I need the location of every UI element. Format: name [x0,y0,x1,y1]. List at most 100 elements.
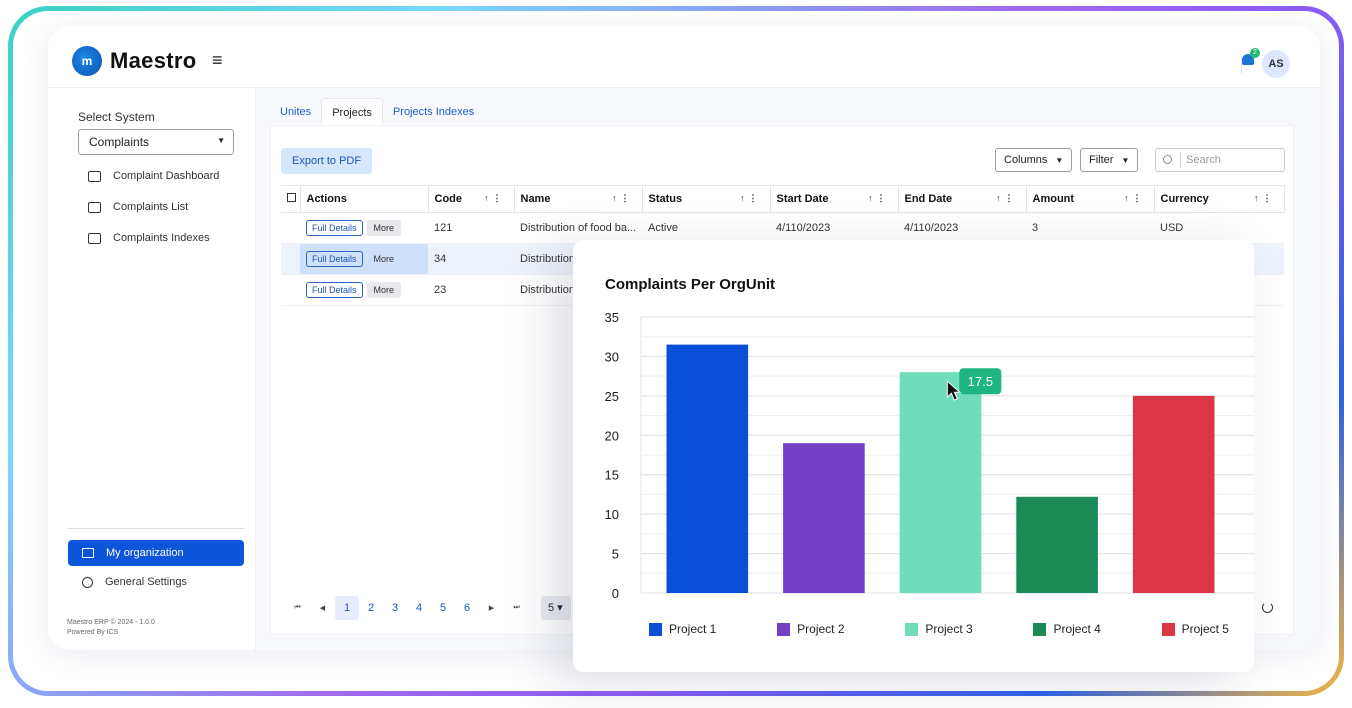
next-page-icon[interactable]: ▶ [488,605,495,612]
column-header-actions: Actions [300,185,429,213]
legend-label: Project 3 [925,622,973,636]
sidebar-item-general-settings[interactable]: General Settings [82,576,187,588]
sort-icon: ↑⋮ [612,193,634,203]
system-select[interactable]: Complaints ▼ [78,129,234,155]
full-details-button[interactable]: Full Details [306,220,363,236]
select-system-label: Select System [78,110,155,124]
select-all-header[interactable] [281,185,301,213]
legend-label: Project 5 [1181,622,1229,636]
prev-page-icon[interactable]: ◀ [319,605,326,612]
sidebar-divider [68,528,244,529]
sidebar-item-my-organization[interactable]: My organization [68,540,244,566]
search-icon [1163,155,1172,164]
page-6[interactable]: 6 [463,602,471,614]
bar-4 [1016,496,1098,593]
cell-currency: USD [1154,212,1284,244]
y-tick-label: 20 [605,428,619,443]
full-details-button[interactable]: Full Details [306,251,363,267]
bar-chart: 0 5 10 15 20 25 30 35 17.5 [605,310,1254,601]
tab-projects[interactable]: Projects [321,98,383,126]
footer-powered-by: Powered By ICS [67,629,119,636]
legend-item[interactable]: Project 1 [649,622,716,636]
sort-icon: ↑⋮ [1124,193,1146,203]
tab-bar: Unites Projects Projects Indexes [270,98,484,126]
tab-unites[interactable]: Unites [280,106,312,118]
legend-label: Project 2 [797,622,845,636]
first-page-icon[interactable]: ⏮ [294,604,301,611]
sidebar-item-complaint-dashboard[interactable]: Complaint Dashboard [88,170,219,182]
app-logo[interactable]: m Maestro [72,46,196,76]
last-page-icon[interactable]: ⏭ [513,604,520,611]
tooltip-text: 17.5 [968,374,993,389]
notification-bell-icon[interactable]: 2 [1242,48,1260,68]
table-header-row: Actions Code ↑⋮ Name ↑⋮ Status ↑⋮ Start Dat… [281,185,1285,213]
column-header-amount[interactable]: Amount ↑⋮ [1026,185,1155,213]
chart-title: Complaints Per OrgUnit [605,276,776,293]
cell-code: 121 [428,212,514,244]
chevron-down-icon: ▼ [217,136,225,145]
legend-label: Project 4 [1053,622,1101,636]
column-header-currency[interactable]: Currency ↑⋮ [1154,185,1285,213]
page-5[interactable]: 5 [439,602,447,614]
legend-swatch [649,622,662,636]
message-icon [88,201,101,213]
filter-dropdown[interactable]: Filter ▼ [1080,148,1139,172]
y-tick-label: 25 [605,389,619,404]
wrench-icon [82,576,93,588]
more-button[interactable]: More [366,220,402,236]
column-header-code[interactable]: Code ↑⋮ [428,185,515,213]
y-tick-label: 0 [612,586,619,601]
menu-icon[interactable]: ≡ [212,50,223,70]
top-bar: m Maestro ≡ 2 AS [48,26,1320,88]
bar-1 [666,344,749,593]
column-header-status[interactable]: Status ↑⋮ [642,185,771,213]
legend-item[interactable]: Project 2 [777,622,845,636]
footer-version: Maestro ERP © 2024 - 1.0.0 [67,619,155,626]
more-button[interactable]: More [366,282,402,298]
sort-icon: ↑⋮ [996,193,1018,203]
sidebar-item-complaints-indexes[interactable]: Complaints Indexes [88,232,210,244]
y-tick-label: 10 [605,507,619,522]
search-placeholder: Search [1186,154,1221,166]
sidebar-item-label: Complaint Dashboard [113,170,220,182]
tooltip-box [959,368,1002,395]
column-header-start-date[interactable]: Start Date ↑⋮ [770,185,899,213]
dashboard-icon [88,170,101,182]
sort-icon: ↑⋮ [484,193,506,203]
column-header-name[interactable]: Name ↑⋮ [514,185,643,213]
user-avatar[interactable]: AS [1262,50,1290,78]
tab-projects-indexes[interactable]: Projects Indexes [392,106,475,118]
legend-swatch [777,622,791,636]
footer-text: Maestro ERP © 2024 - 1.0.0 Powered By IC… [67,618,155,638]
legend-item[interactable]: Project 5 [1161,622,1229,636]
page-size-select[interactable]: 5 ▾ [541,596,571,620]
sidebar-item-complaints-list[interactable]: Complaints List [88,201,188,213]
column-header-end-date[interactable]: End Date ↑⋮ [898,185,1027,213]
sidebar-item-label: Complaints List [113,201,189,213]
checkbox[interactable] [287,193,296,202]
legend-item[interactable]: Project 3 [905,622,973,636]
filter-label: Filter [1089,154,1114,166]
page-2[interactable]: 2 [367,602,375,614]
y-tick-label: 5 [612,547,619,562]
columns-dropdown[interactable]: Columns ▼ [995,148,1073,172]
page-3[interactable]: 3 [391,602,399,614]
mouse-cursor-icon [946,380,962,401]
table-row[interactable]: Full Details More 121 Distribution of foo… [281,212,1284,244]
notification-badge: 2 [1250,48,1260,58]
export-pdf-button[interactable]: Export to PDF [281,148,373,174]
page-4[interactable]: 4 [415,602,423,614]
search-input[interactable]: Search [1155,148,1285,172]
more-button[interactable]: More [373,254,395,264]
y-tick-label: 15 [605,468,619,483]
refresh-icon[interactable] [1262,602,1273,613]
columns-label: Columns [1004,154,1048,166]
full-details-button[interactable]: Full Details [306,282,363,298]
sort-icon: ↑⋮ [868,193,890,203]
legend-item[interactable]: Project 4 [1033,622,1101,636]
page-1[interactable]: 1 [335,596,359,620]
cell-amount: 3 [1026,212,1154,244]
cell-status: Active [642,212,770,244]
bar-5 [1132,395,1215,593]
index-icon [88,232,101,244]
